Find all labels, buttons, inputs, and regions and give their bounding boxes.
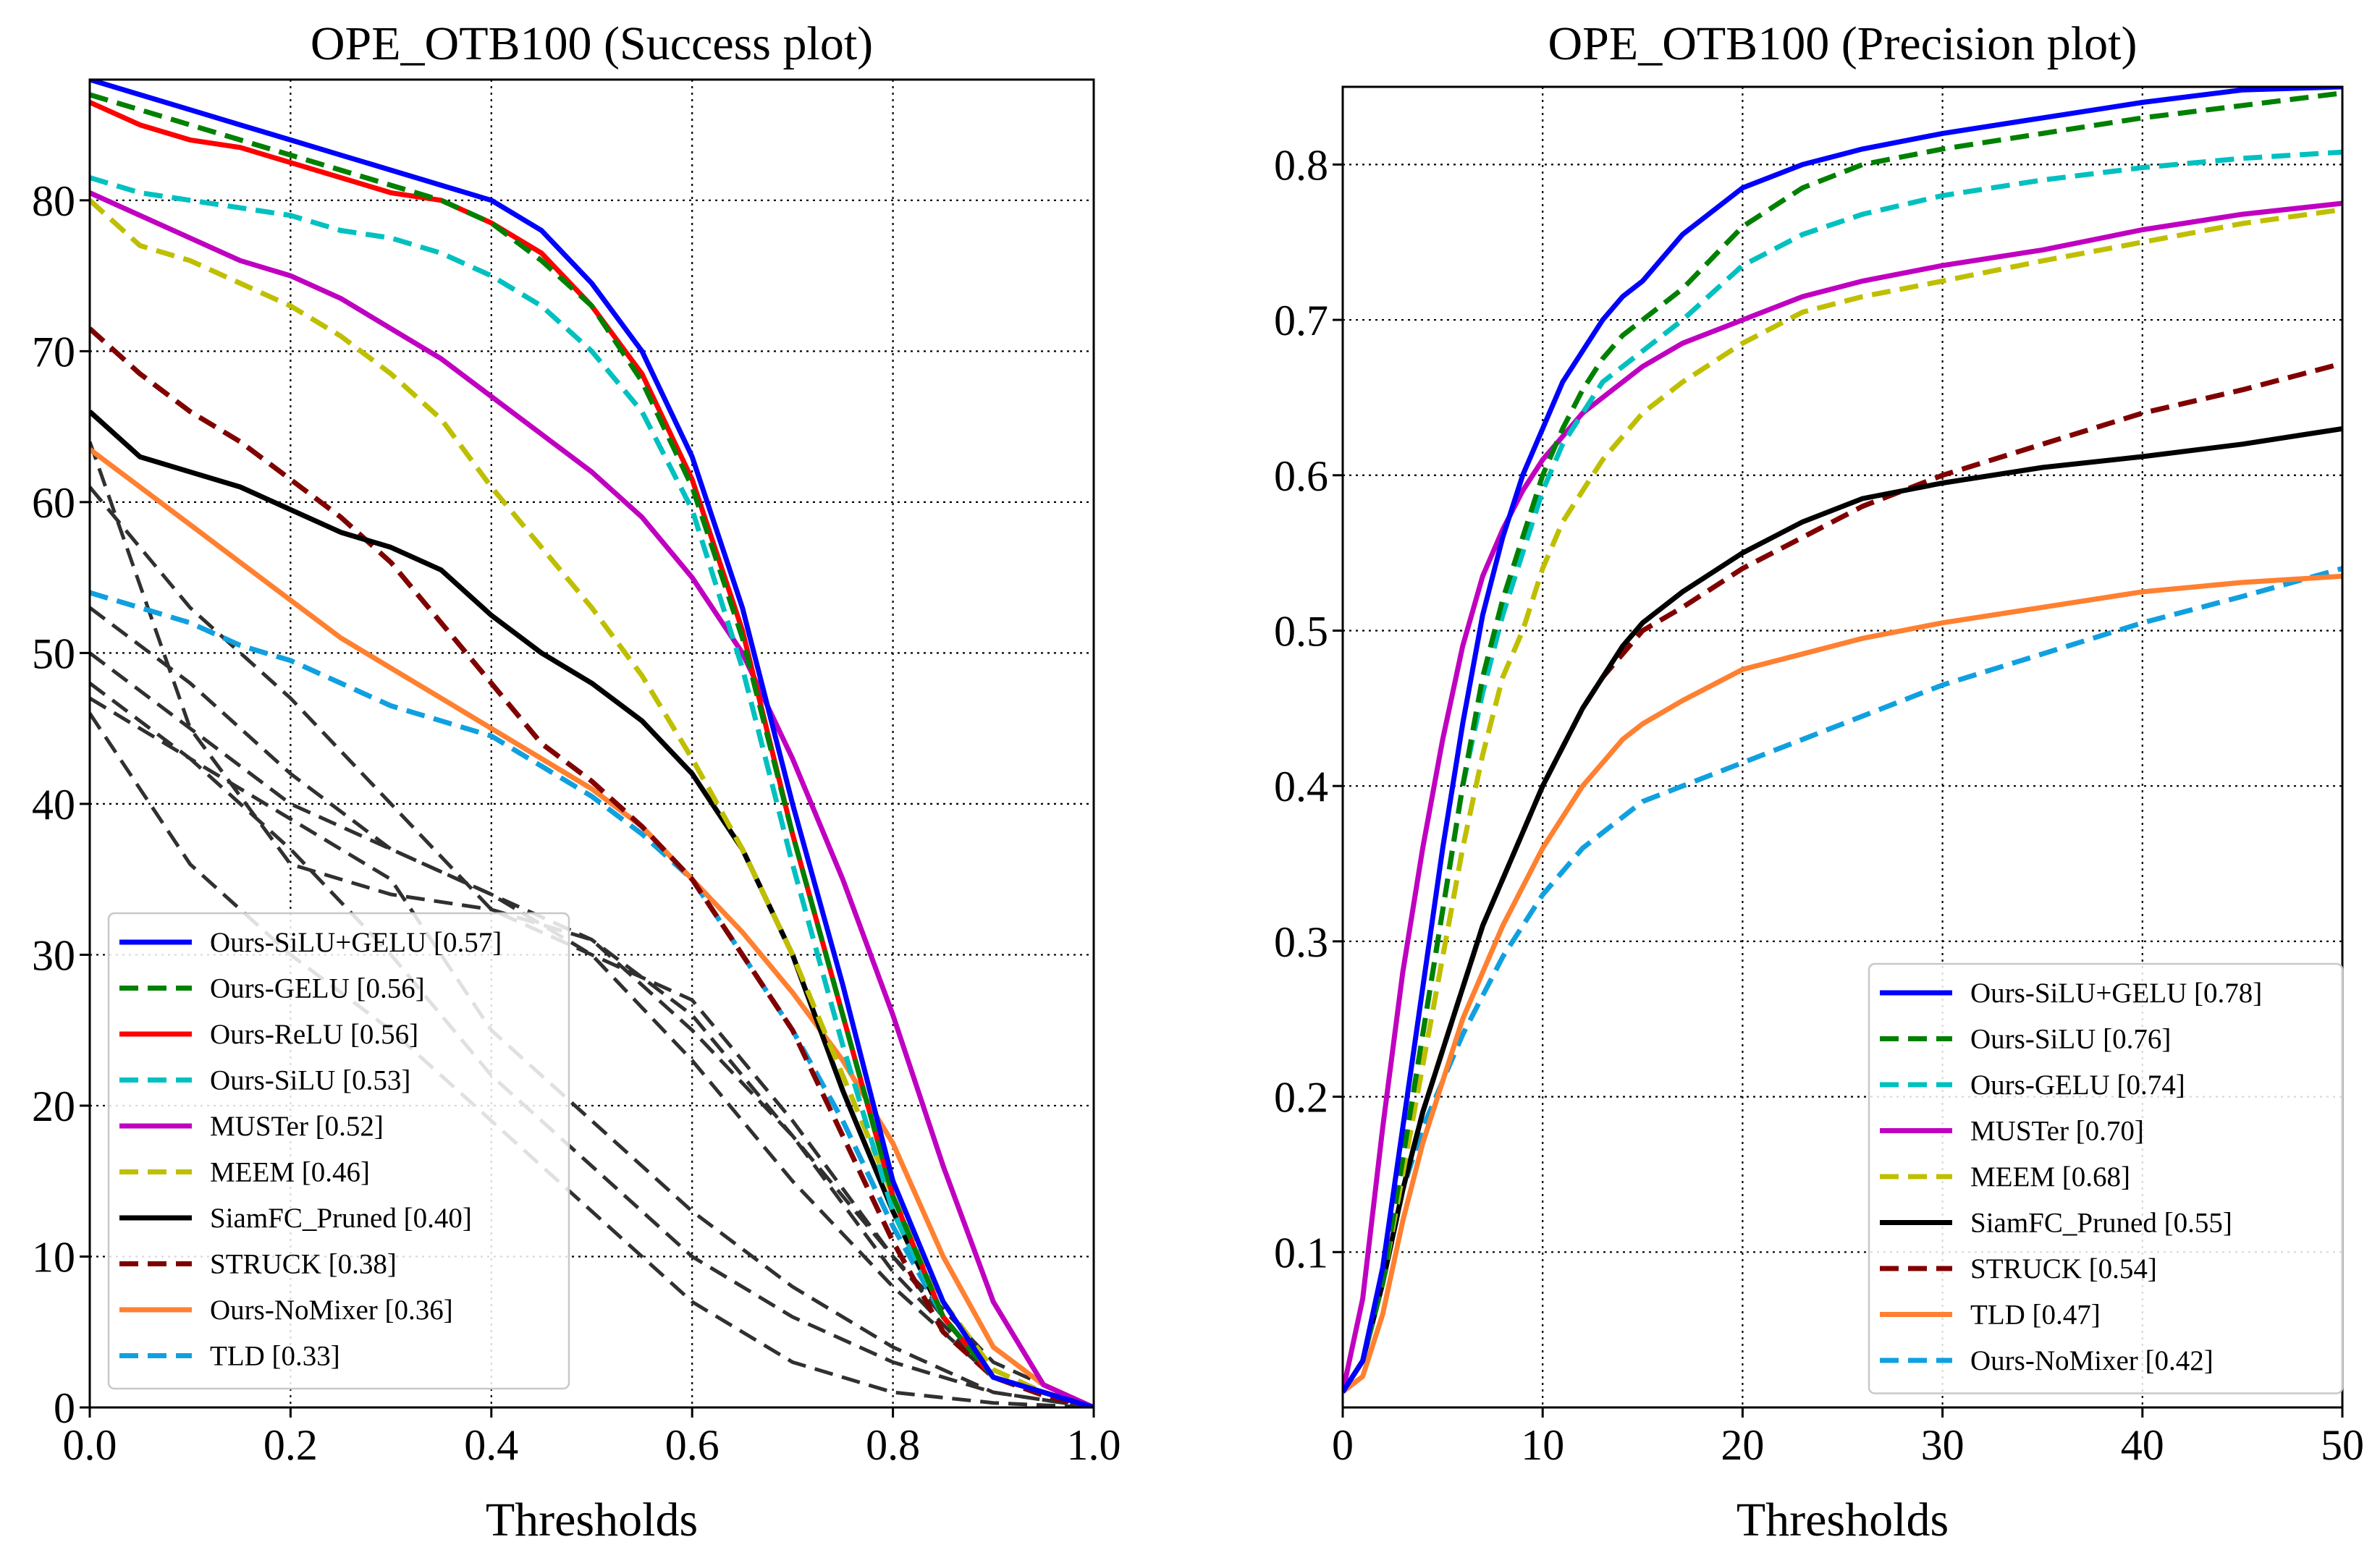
success-xtick-label: 0.8 <box>866 1421 920 1469</box>
success-legend-label: STRUCK [0.38] <box>210 1249 397 1280</box>
precision-xlabel: Thresholds <box>1737 1494 1949 1546</box>
success-background-line-4 <box>90 682 1094 1407</box>
success-legend-label: Ours-NoMixer [0.36] <box>210 1295 453 1326</box>
success-ytick-label: 10 <box>32 1233 75 1281</box>
precision-series-line-4 <box>1343 207 2342 1394</box>
precision-series-line-7 <box>1343 573 2342 1394</box>
success-series-line-8 <box>90 447 1094 1407</box>
precision-series-line-3 <box>1343 200 2342 1393</box>
precision-legend: Ours-SiLU+GELU [0.78] Ours-SiLU [0.76] Our… <box>1868 962 2344 1394</box>
precision-ytick-label: 0.3 <box>1274 918 1328 966</box>
success-ytick-label: 50 <box>32 630 75 677</box>
precision-ytick-label: 0.7 <box>1274 297 1328 344</box>
precision-ytick-label: 0.1 <box>1274 1229 1328 1276</box>
success-legend-label: MUSTer [0.52] <box>210 1111 384 1142</box>
success-ytick-label: 40 <box>32 781 75 829</box>
success-series-line-1 <box>90 92 1094 1407</box>
success-series-line-4 <box>90 190 1094 1407</box>
success-xtick-label: 0.2 <box>263 1421 318 1469</box>
precision-xtick-label: 10 <box>1521 1421 1564 1469</box>
success-legend-label: SiamFC_Pruned [0.40] <box>210 1203 472 1234</box>
success-xtick-label: 0.4 <box>464 1421 518 1469</box>
precision-title: OPE_OTB100 (Precision plot) <box>1548 17 2138 70</box>
precision-xtick-label: 40 <box>2121 1421 2164 1469</box>
success-background-line-2 <box>90 606 1094 1407</box>
precision-ytick-label: 0.6 <box>1274 452 1328 500</box>
precision-series-line-8 <box>1343 566 2342 1394</box>
precision-series-line-1 <box>1343 90 2342 1394</box>
success-xtick-label: 0.0 <box>63 1421 117 1469</box>
success-legend-label: Ours-GELU [0.56] <box>210 973 425 1004</box>
success-series-line-0 <box>90 80 1094 1407</box>
success-title: OPE_OTB100 (Success plot) <box>311 17 873 70</box>
precision-ytick-label: 0.8 <box>1274 141 1328 189</box>
precision-legend-label: Ours-SiLU [0.76] <box>1970 1024 2171 1055</box>
precision-legend-label: MEEM [0.68] <box>1970 1161 2130 1193</box>
precision-ytick-label: 0.2 <box>1274 1074 1328 1122</box>
success-legend: Ours-SiLU+GELU [0.57] Ours-GELU [0.56] Our… <box>107 912 570 1390</box>
success-background-line-1 <box>90 486 1094 1407</box>
precision-legend-label: MUSTer [0.70] <box>1970 1116 2144 1147</box>
success-ytick-label: 70 <box>32 328 75 376</box>
success-series-line-7 <box>90 326 1094 1407</box>
success-ytick-label: 0 <box>54 1384 75 1432</box>
success-ytick-label: 80 <box>32 177 75 225</box>
precision-legend-label: TLD [0.47] <box>1970 1300 2101 1331</box>
precision-legend-box <box>1868 962 2344 1394</box>
precision-xtick-label: 20 <box>1721 1421 1764 1469</box>
success-chart: 0.0 0.2 0.4 0.6 0.8 1.0 0 10 20 30 40 50 60 70 80 OPE_O… <box>32 17 1121 1546</box>
success-ytick-label: 30 <box>32 931 75 979</box>
precision-legend-label: SiamFC_Pruned [0.55] <box>1970 1208 2232 1239</box>
precision-xtick-label: 50 <box>2321 1421 2364 1469</box>
success-xtick-label: 0.6 <box>665 1421 720 1469</box>
precision-legend-label: STRUCK [0.54] <box>1970 1253 2157 1284</box>
success-legend-label: Ours-ReLU [0.56] <box>210 1019 418 1050</box>
success-ytick-label: 60 <box>32 479 75 527</box>
precision-series-line-5 <box>1343 425 2342 1394</box>
precision-legend-label: Ours-GELU [0.74] <box>1970 1070 2185 1101</box>
precision-xtick-label: 0 <box>1332 1421 1354 1469</box>
success-legend-label: Ours-SiLU+GELU [0.57] <box>210 927 502 958</box>
precision-legend-label: Ours-NoMixer [0.42] <box>1970 1345 2214 1376</box>
precision-ytick-label: 0.5 <box>1274 607 1328 655</box>
precision-plot-frame <box>1341 85 2344 1409</box>
success-legend-label: TLD [0.33] <box>210 1341 340 1372</box>
success-legend-box <box>107 912 570 1390</box>
success-legend-label: MEEM [0.46] <box>210 1157 370 1188</box>
success-background-line-5 <box>90 696 1094 1407</box>
success-legend-label: Ours-SiLU [0.53] <box>210 1065 410 1096</box>
precision-xtick-label: 30 <box>1921 1421 1965 1469</box>
precision-series-line-0 <box>1343 87 2342 1394</box>
success-background-line-3 <box>90 651 1094 1407</box>
precision-chart: 0 10 20 30 40 50 0.1 0.2 0.3 0.4 0.5 0.6 0.7 0.8 OPE_O… <box>1274 17 2364 1546</box>
precision-legend-label: Ours-SiLU+GELU [0.78] <box>1970 978 2262 1009</box>
success-xlabel: Thresholds <box>486 1494 698 1546</box>
success-plot-frame <box>88 78 1095 1409</box>
success-xtick-label: 1.0 <box>1067 1421 1121 1469</box>
success-series-line-5 <box>90 198 1094 1407</box>
success-ytick-label: 20 <box>32 1083 75 1130</box>
precision-ytick-label: 0.4 <box>1274 763 1328 810</box>
